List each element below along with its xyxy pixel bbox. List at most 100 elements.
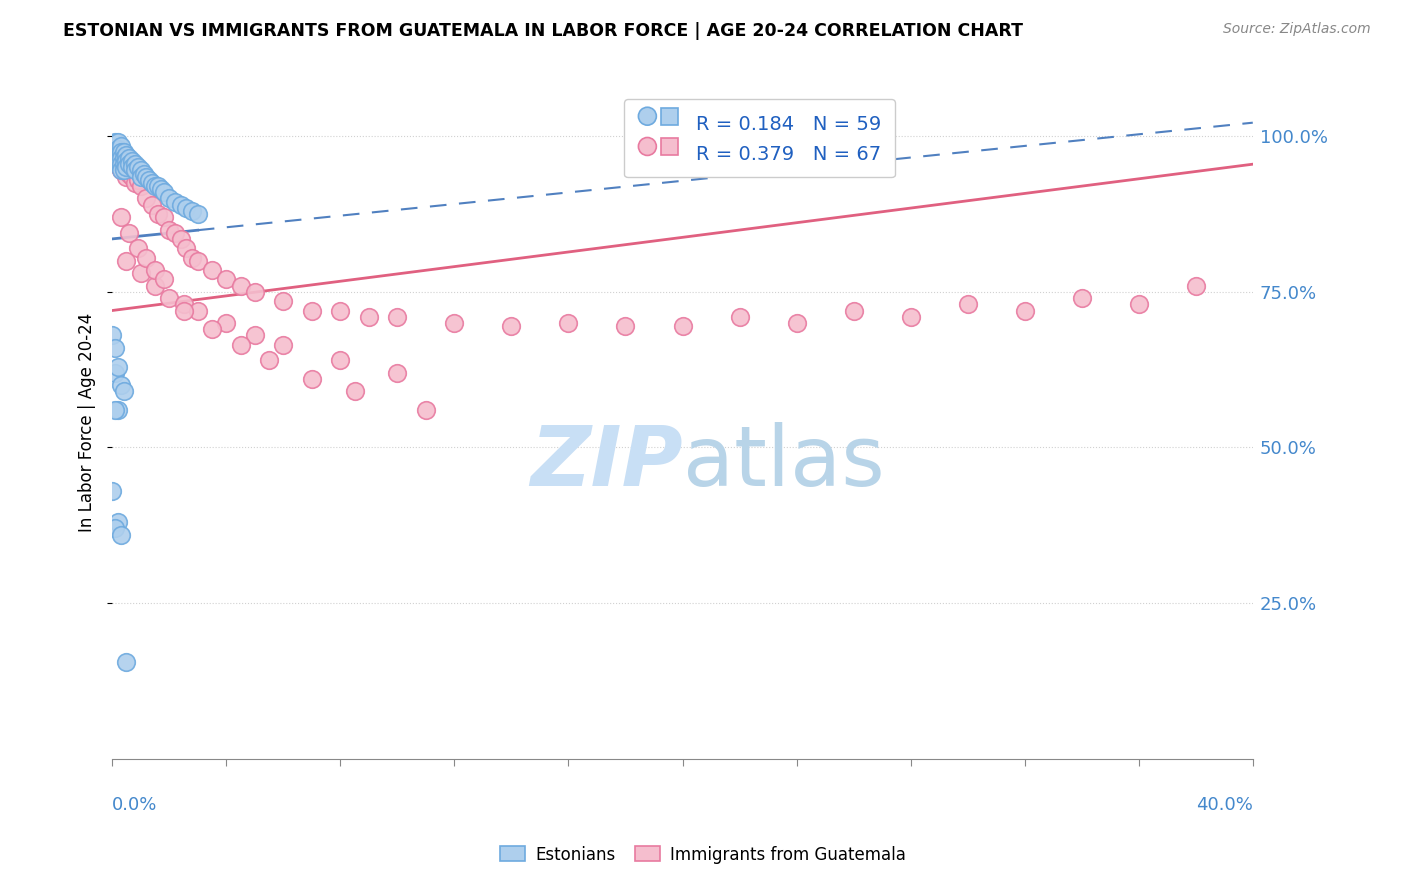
Point xyxy=(215,316,238,330)
Point xyxy=(110,378,132,392)
Point xyxy=(329,353,352,368)
Point xyxy=(104,341,127,355)
Text: 0.0%: 0.0% xyxy=(112,796,157,814)
Point xyxy=(104,136,127,150)
Text: 40.0%: 40.0% xyxy=(1197,796,1253,814)
Point xyxy=(170,197,193,211)
Point xyxy=(152,185,174,199)
Text: Source: ZipAtlas.com: Source: ZipAtlas.com xyxy=(1223,22,1371,37)
Point xyxy=(129,169,152,184)
Point xyxy=(110,163,132,178)
Point xyxy=(104,142,127,156)
Point xyxy=(1184,278,1206,293)
Point xyxy=(141,176,163,190)
Point xyxy=(257,353,280,368)
Point xyxy=(107,142,129,156)
Point xyxy=(104,521,127,535)
Point xyxy=(118,157,141,171)
Point xyxy=(163,226,186,240)
Point xyxy=(143,278,166,293)
Point xyxy=(170,232,193,246)
Point xyxy=(107,515,129,529)
Point xyxy=(152,210,174,224)
Point xyxy=(127,173,149,187)
Point xyxy=(115,161,138,175)
Point xyxy=(107,151,129,165)
Point xyxy=(115,148,138,162)
Point xyxy=(135,169,157,184)
Point xyxy=(107,403,129,417)
Point xyxy=(110,145,132,159)
Point xyxy=(104,154,127,169)
Point xyxy=(900,310,922,324)
Point xyxy=(110,163,132,178)
Point xyxy=(842,303,865,318)
Point xyxy=(1128,297,1150,311)
Point xyxy=(201,322,224,336)
Point xyxy=(557,316,579,330)
Point xyxy=(187,303,209,318)
Point xyxy=(115,253,138,268)
Point xyxy=(173,297,195,311)
Point xyxy=(138,173,160,187)
Point xyxy=(141,197,163,211)
Point xyxy=(110,527,132,541)
Point xyxy=(112,384,135,399)
Point xyxy=(129,178,152,193)
Point xyxy=(104,151,127,165)
Point xyxy=(157,222,180,236)
Point xyxy=(229,278,252,293)
Point xyxy=(107,154,129,169)
Point xyxy=(107,154,129,169)
Point xyxy=(152,272,174,286)
Point xyxy=(127,241,149,255)
Point xyxy=(786,316,808,330)
Text: atlas: atlas xyxy=(682,423,884,503)
Point xyxy=(112,157,135,171)
Point xyxy=(121,169,143,184)
Point xyxy=(956,297,979,311)
Point xyxy=(163,194,186,209)
Point xyxy=(115,655,138,669)
Point xyxy=(124,157,146,171)
Point xyxy=(107,359,129,374)
Point xyxy=(112,161,135,175)
Point xyxy=(107,136,129,150)
Point xyxy=(132,167,155,181)
Point xyxy=(143,263,166,277)
Text: ZIP: ZIP xyxy=(530,423,682,503)
Point xyxy=(104,157,127,171)
Point xyxy=(146,178,169,193)
Legend: Estonians, Immigrants from Guatemala: Estonians, Immigrants from Guatemala xyxy=(494,839,912,871)
Point xyxy=(187,207,209,221)
Point xyxy=(135,191,157,205)
Point xyxy=(1070,291,1092,305)
Point xyxy=(201,263,224,277)
Point xyxy=(104,145,127,159)
Point xyxy=(243,328,266,343)
Point xyxy=(157,191,180,205)
Point xyxy=(115,169,138,184)
Text: ESTONIAN VS IMMIGRANTS FROM GUATEMALA IN LABOR FORCE | AGE 20-24 CORRELATION CHA: ESTONIAN VS IMMIGRANTS FROM GUATEMALA IN… xyxy=(63,22,1024,40)
Point xyxy=(110,138,132,153)
Point xyxy=(176,241,198,255)
Point xyxy=(110,151,132,165)
Point xyxy=(357,310,380,324)
Point xyxy=(176,201,198,215)
Point xyxy=(243,285,266,299)
Point xyxy=(173,303,195,318)
Point xyxy=(149,182,172,196)
Point xyxy=(104,366,127,380)
Point xyxy=(118,226,141,240)
Point xyxy=(387,310,409,324)
Point xyxy=(301,372,323,386)
Point xyxy=(1014,303,1036,318)
Point xyxy=(273,337,295,351)
Point xyxy=(143,178,166,193)
Point xyxy=(273,294,295,309)
Point xyxy=(181,251,204,265)
Point xyxy=(129,163,152,178)
Point xyxy=(121,154,143,169)
Point xyxy=(129,266,152,280)
Point xyxy=(443,316,465,330)
